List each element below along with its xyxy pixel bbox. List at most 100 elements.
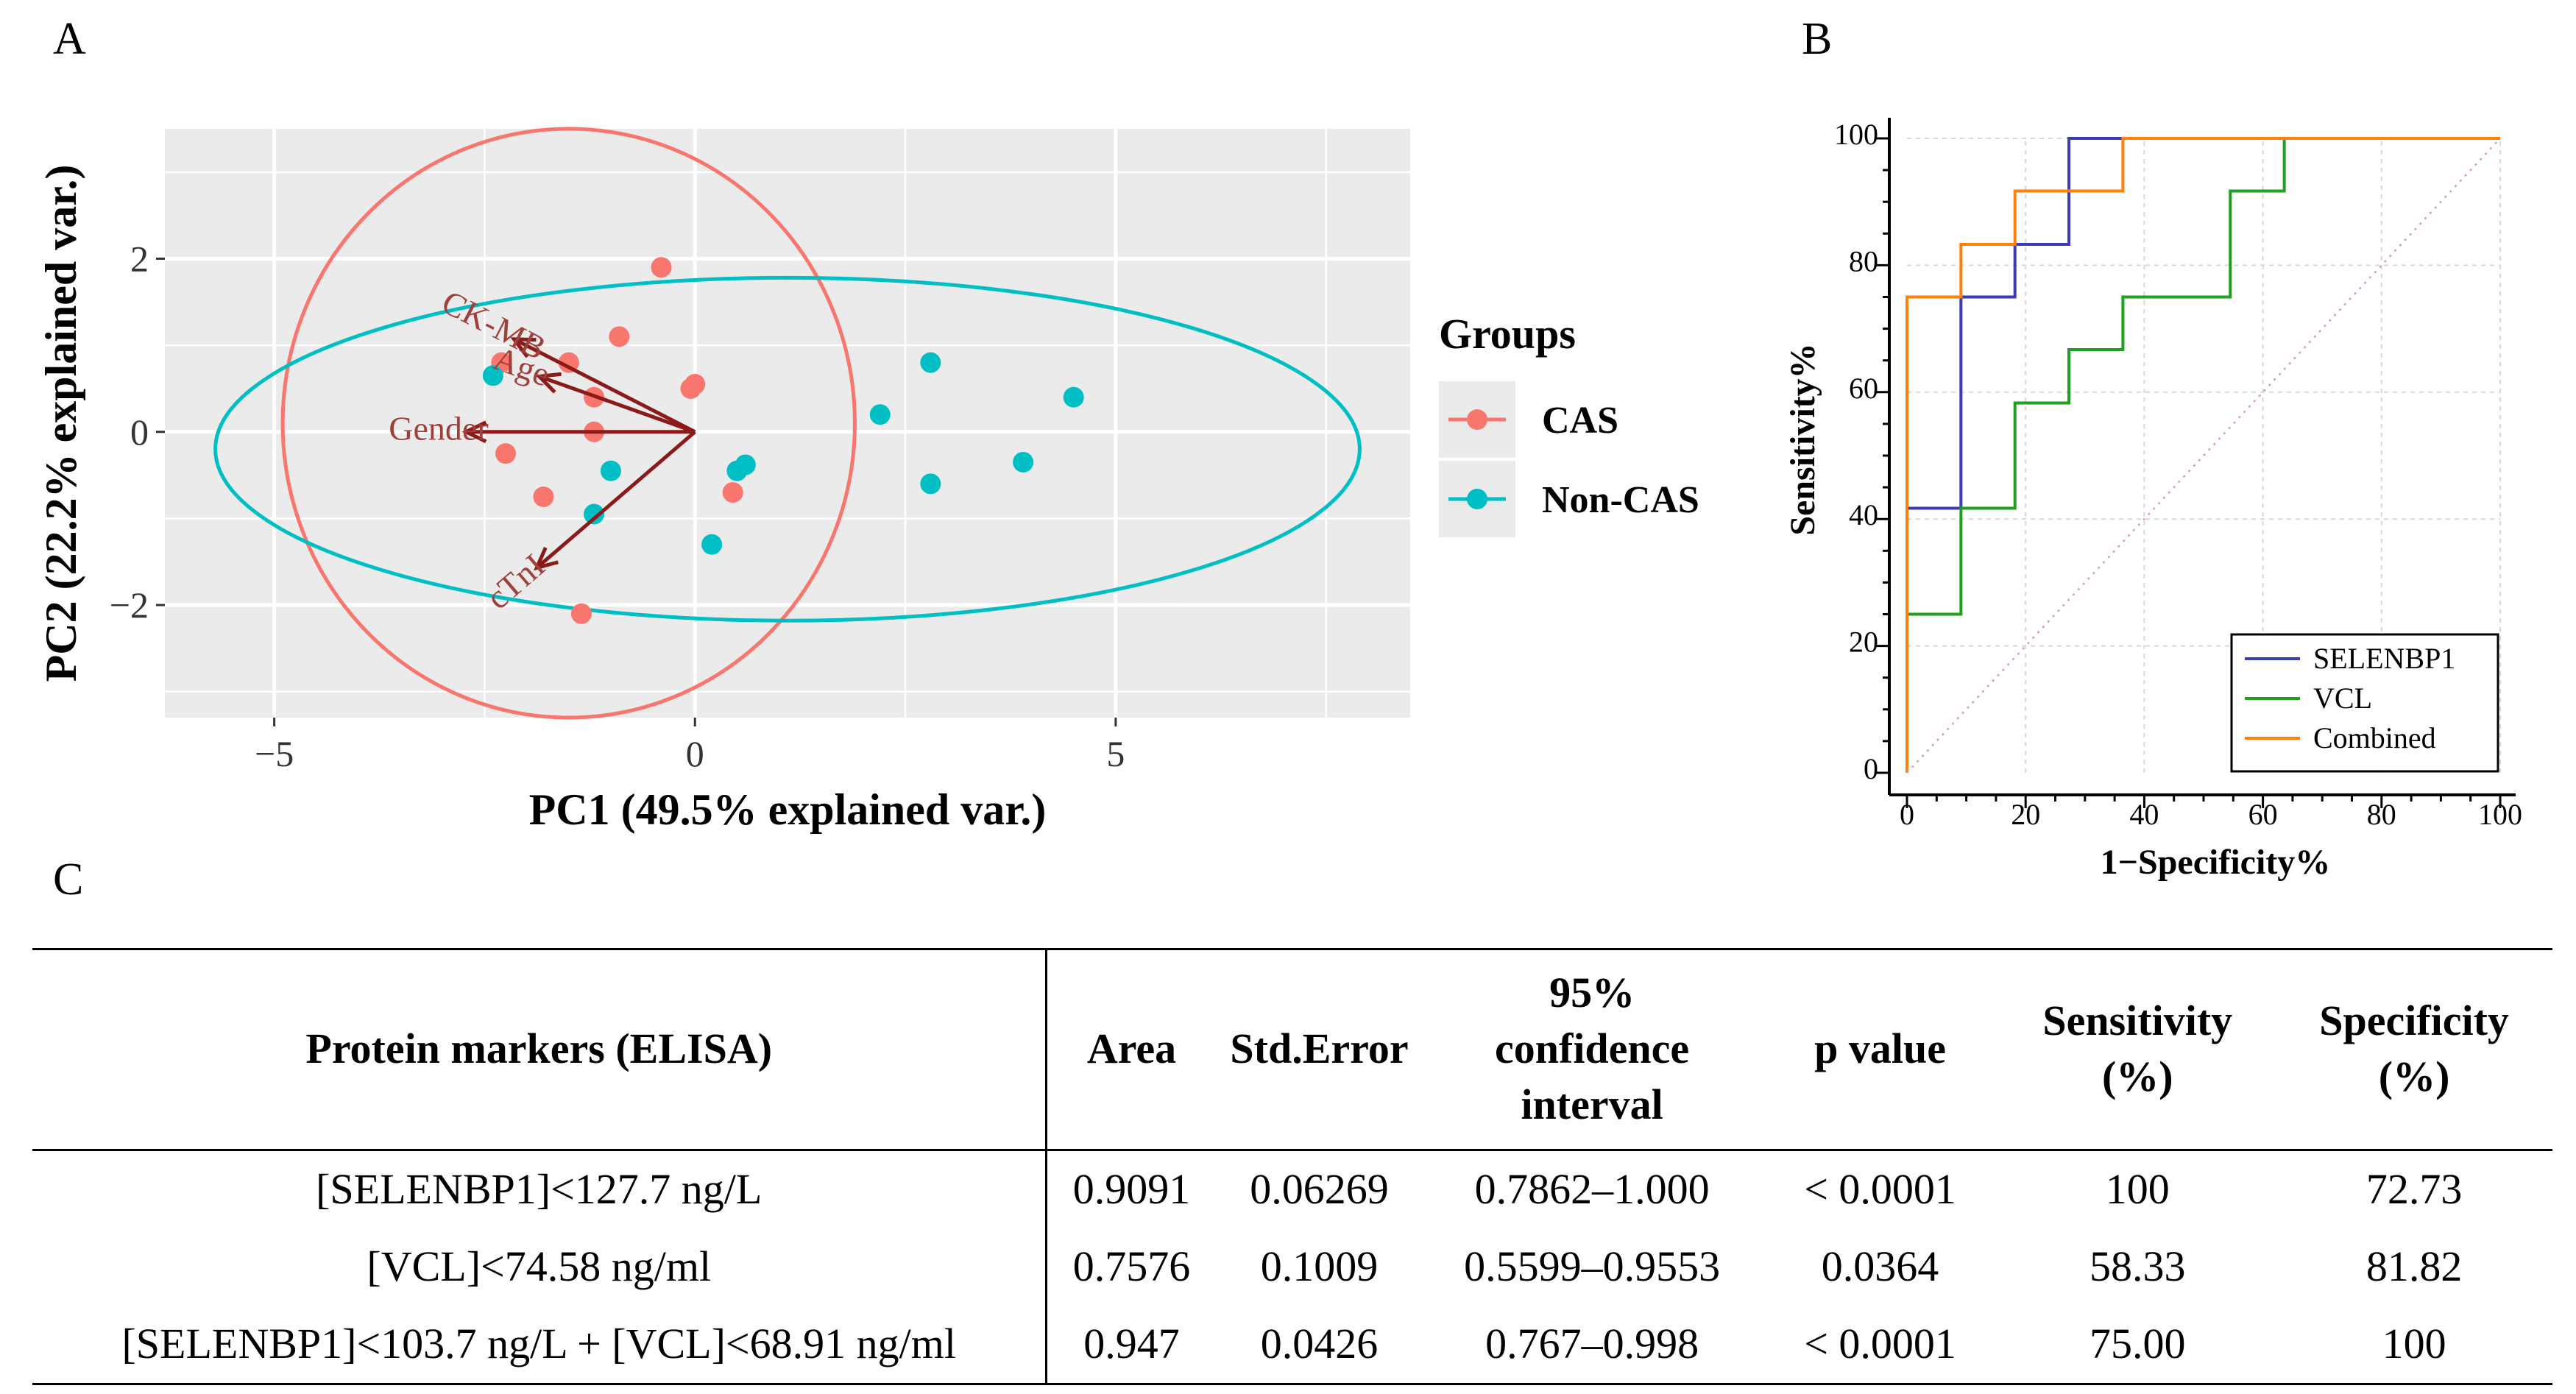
pca-ellipses (213, 127, 1362, 720)
header-ci-line1: 95% (1549, 969, 1635, 1016)
pca-y-axis-label: PC2 (22.2% explained var.) (37, 165, 85, 682)
table-row: [SELENBP1]<127.7 ng/L 0.9091 0.06269 0.7… (32, 1150, 2552, 1228)
confidence-ellipse-cas (280, 127, 857, 720)
arrow-head (533, 546, 559, 571)
roc-curve-selenbp1 (1906, 137, 2500, 773)
arrow-head (510, 337, 537, 358)
data-point-non-cas (482, 365, 503, 386)
roc-tick-labels: 0 20 40 60 80 100 0 20 40 60 80 100 (1834, 118, 2522, 831)
header-p-value: p value (1814, 1025, 1946, 1072)
roc-x-tick-label: 60 (2248, 798, 2278, 831)
table-cell: 81.82 (2366, 1242, 2463, 1290)
pca-gridlines (165, 129, 1410, 718)
roc-legend: SELENBP1 VCL Combined (2230, 633, 2499, 773)
x-tick-label: −5 (255, 733, 294, 774)
table-cell: 58.33 (2090, 1242, 2186, 1290)
header-sensitivity: Sensitivity (%) (1999, 949, 2276, 1150)
table-cell: 100 (2382, 1320, 2446, 1368)
table-row: [SELENBP1]<103.7 ng/L + [VCL]<68.91 ng/m… (32, 1306, 2552, 1384)
data-point-non-cas (869, 404, 891, 425)
header-specificity: Specificity (%) (2276, 949, 2552, 1150)
data-point-cas (533, 487, 554, 507)
header-specificity-line2: (%) (2378, 1052, 2450, 1100)
loading-label-gender: Gender (389, 409, 488, 447)
roc-gridlines (1907, 138, 2501, 773)
legend-key-point (1467, 409, 1487, 430)
data-point-cas (680, 378, 701, 399)
roc-axes (1876, 118, 2516, 808)
roc-legend-label: SELENBP1 (2313, 642, 2455, 675)
data-point-cas (570, 603, 592, 624)
panel-label-a: A (53, 14, 86, 64)
table-cell: 100 (2105, 1165, 2170, 1213)
data-point-non-cas (920, 473, 941, 495)
table-cell: [SELENBP1]<127.7 ng/L (32, 1150, 1048, 1228)
panel-label-b: B (1802, 14, 1833, 64)
table-cell: [VCL]<74.58 ng/ml (32, 1228, 1048, 1306)
header-sensitivity-line1: Sensitivity (2042, 997, 2233, 1044)
header-area: Area (1086, 1025, 1177, 1072)
table-cell: 0.7576 (1072, 1242, 1191, 1290)
loading-arrow-ck-mb (513, 337, 696, 434)
loading-arrow-age (538, 375, 696, 434)
roc-y-tick-label: 40 (1849, 498, 1878, 531)
data-point-cas (609, 326, 630, 347)
table-header-row: Protein markers (ELISA) Area Std.Error 9… (32, 949, 2552, 1150)
data-point-non-cas (701, 534, 723, 555)
data-point-non-cas (1013, 451, 1034, 473)
header-ci-line2: confidence (1495, 1025, 1690, 1072)
arrow-head (461, 420, 487, 444)
table-cell: 0.1009 (1260, 1242, 1379, 1290)
roc-y-axis-label: Sensitivity% (1783, 343, 1822, 535)
roc-legend-label: Combined (2313, 721, 2436, 754)
roc-x-tick-label: 20 (2011, 798, 2040, 831)
roc-curve-vcl (1906, 137, 2500, 773)
table-cell: 0.5599–0.9553 (1464, 1242, 1721, 1290)
roc-x-tick-label: 80 (2367, 798, 2396, 831)
legend-title: Groups (1439, 310, 1576, 358)
header-std-error: Std.Error (1230, 1025, 1409, 1072)
roc-x-tick-label: 100 (2478, 798, 2522, 831)
table-cell: 0.0364 (1821, 1242, 1939, 1290)
roc-y-tick-label: 100 (1834, 118, 1878, 151)
x-tick-label: 5 (1106, 733, 1125, 774)
arrow-head (535, 372, 562, 394)
roc-y-tick-label: 80 (1849, 244, 1878, 277)
table-cell: < 0.0001 (1804, 1320, 1956, 1368)
pca-legend: Groups CAS Non-CAS (1439, 310, 1699, 537)
pca-tick-labels: −5 0 5 −2 0 2 (110, 238, 1125, 774)
header-ci: 95% confidence interval (1423, 949, 1761, 1150)
pca-x-axis-label: PC1 (49.5% explained var.) (529, 785, 1047, 834)
data-point-non-cas (735, 454, 756, 475)
roc-results-table: Protein markers (ELISA) Area Std.Error 9… (32, 948, 2552, 1385)
roc-y-tick-label: 0 (1864, 752, 1878, 785)
pca-plot-background (165, 129, 1410, 718)
legend-key-point (1467, 489, 1487, 509)
table-cell: 0.06269 (1250, 1165, 1389, 1213)
table-cell: 0.7862–1.000 (1474, 1165, 1710, 1213)
table-cell: [SELENBP1]<103.7 ng/L + [VCL]<68.91 ng/m… (32, 1306, 1048, 1384)
roc-legend-label: VCL (2313, 682, 2372, 715)
panel-label-c: C (53, 855, 84, 905)
header-sensitivity-line2: (%) (2101, 1052, 2173, 1100)
table-cell: 0.947 (1083, 1320, 1180, 1368)
roc-y-tick-label: 20 (1849, 626, 1878, 659)
roc-curve-combined (1906, 137, 2500, 773)
y-tick-label: 2 (130, 238, 149, 279)
data-point-cas (722, 482, 743, 503)
legend-label-cas: CAS (1542, 400, 1618, 442)
data-point-cas (495, 443, 517, 464)
table-cell: 72.73 (2366, 1165, 2463, 1213)
x-tick-label: 0 (686, 733, 704, 774)
data-point-non-cas (1063, 386, 1084, 408)
roc-curves (1906, 137, 2501, 774)
data-point-non-cas (920, 352, 941, 373)
header-specificity-line1: Specificity (2319, 997, 2509, 1044)
data-point-cas (651, 257, 672, 278)
table-cell: 0.9091 (1072, 1165, 1191, 1213)
data-point-non-cas (584, 503, 605, 525)
table-cell: < 0.0001 (1804, 1165, 1956, 1213)
table-cell: 0.0426 (1260, 1320, 1379, 1368)
roc-y-tick-label: 60 (1849, 372, 1878, 405)
roc-x-tick-label: 40 (2129, 798, 2159, 831)
